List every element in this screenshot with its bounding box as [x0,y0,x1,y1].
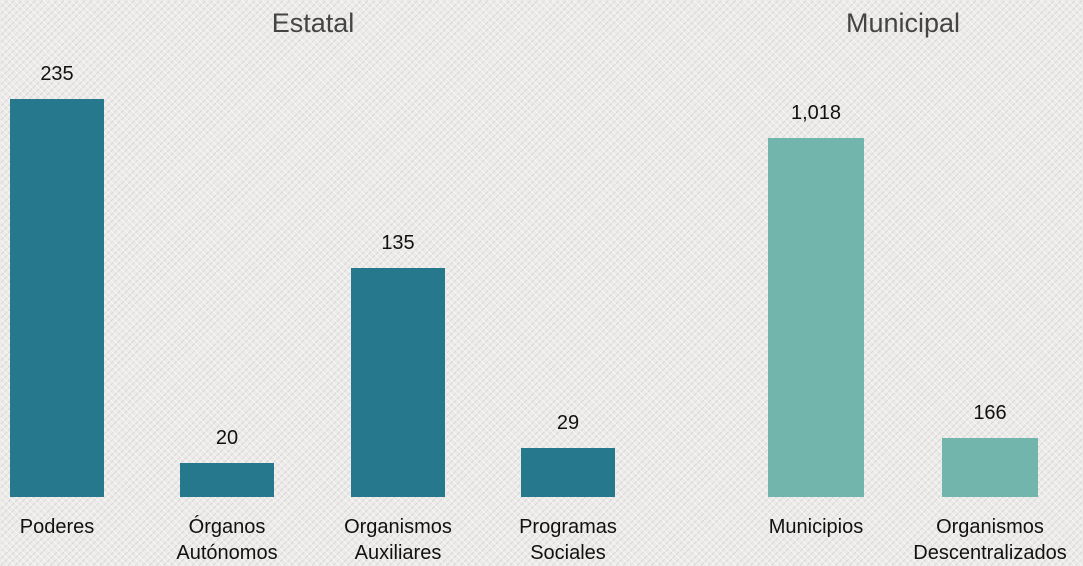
data-label: 29 [556,411,580,434]
bar [10,99,104,497]
bar [942,438,1038,497]
data-label: 1,018 [790,102,842,124]
bar [351,268,445,497]
category-label: Órganos Autónomos [176,516,278,564]
data-label: 235 [40,63,74,85]
chart-title: Estatal [271,8,355,38]
bar [521,447,615,497]
data-label: 20 [215,427,239,450]
bar [180,463,274,497]
bar [768,138,864,497]
category-label: Poderes [19,516,95,538]
category-label: Municipios [768,516,864,538]
data-label: 166 [973,402,1007,425]
category-label: Organismos Auxiliares [344,516,452,564]
category-label: Programas Sociales [519,516,617,564]
data-label: 135 [381,232,415,255]
chart-title: Municipal [845,8,961,38]
category-label: Organismos Descentralizados [913,516,1067,564]
